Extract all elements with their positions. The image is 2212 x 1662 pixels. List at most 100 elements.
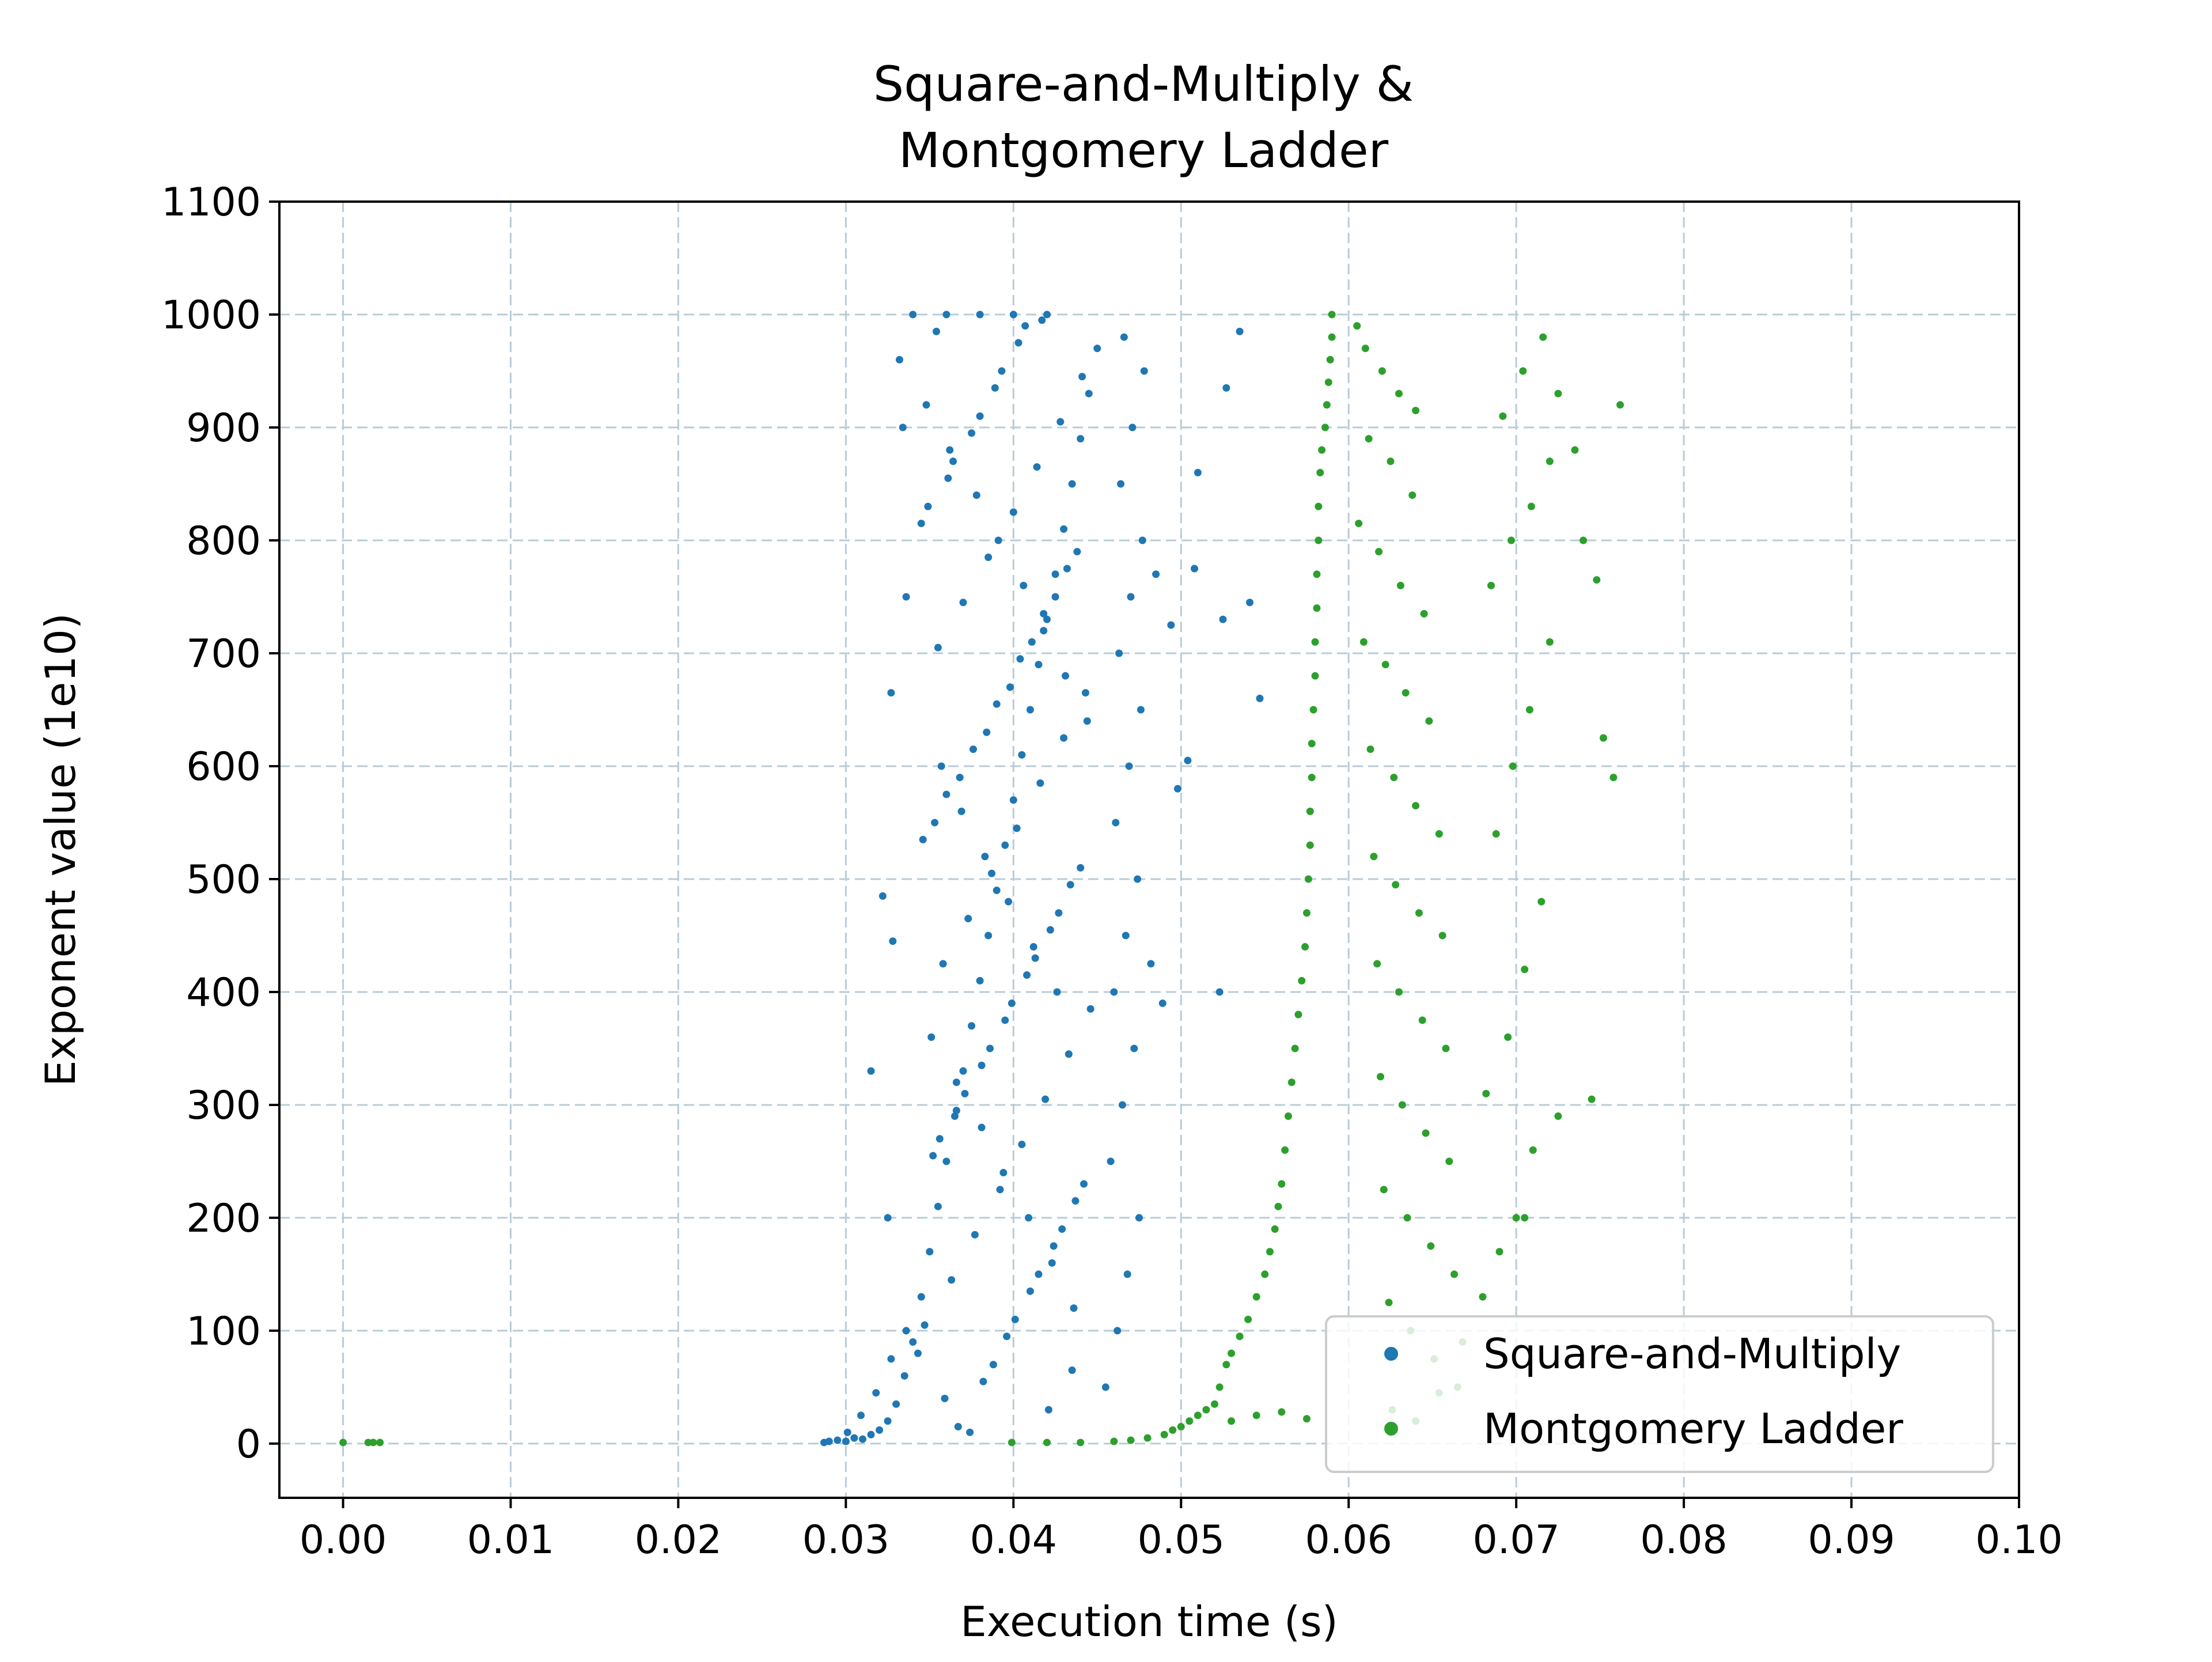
- montgomery-ladder-point: [1366, 745, 1374, 754]
- x-tick-label: 0.05: [1138, 1517, 1225, 1563]
- x-tick-label: 0.04: [970, 1517, 1057, 1563]
- square-and-multiply-point: [978, 1061, 986, 1069]
- y-tick-label: 600: [186, 744, 261, 790]
- square-and-multiply-point: [909, 311, 917, 319]
- montgomery-ladder-point: [1373, 960, 1381, 968]
- square-and-multiply-point: [1219, 615, 1227, 623]
- square-and-multiply-point: [1137, 706, 1145, 714]
- montgomery-ladder-point: [1284, 1112, 1292, 1120]
- montgomery-ladder-point: [1311, 672, 1319, 680]
- montgomery-ladder-point: [1353, 322, 1361, 330]
- square-and-multiply-point: [986, 1044, 994, 1053]
- square-and-multiply-point: [1107, 1157, 1115, 1165]
- square-and-multiply-point: [902, 1327, 910, 1335]
- y-tick-label: 200: [186, 1196, 261, 1241]
- chart-title-line-2: Montgomery Ladder: [899, 122, 1389, 179]
- y-tick-label: 1000: [161, 293, 261, 338]
- square-and-multiply-point: [1023, 971, 1031, 979]
- montgomery-ladder-point: [1492, 830, 1500, 838]
- montgomery-ladder-point: [1381, 661, 1389, 669]
- square-and-multiply-point: [933, 327, 941, 335]
- montgomery-ladder-point: [1527, 502, 1535, 510]
- montgomery-ladder-point: [1390, 774, 1398, 782]
- square-and-multiply-point: [1122, 932, 1130, 940]
- square-and-multiply-point: [1040, 627, 1048, 635]
- montgomery-ladder-point: [1365, 435, 1373, 443]
- x-tick-label: 0.10: [1975, 1517, 2062, 1563]
- square-and-multiply-point: [957, 807, 965, 815]
- square-and-multiply-point: [1071, 1197, 1080, 1205]
- x-tick-label: 0.08: [1640, 1517, 1727, 1563]
- square-and-multiply-point: [926, 1248, 934, 1256]
- square-and-multiply-point: [1077, 864, 1085, 872]
- montgomery-ladder-point: [1110, 1437, 1118, 1445]
- square-and-multiply-point: [959, 1067, 967, 1075]
- montgomery-ladder-point: [1309, 706, 1317, 714]
- square-and-multiply-point: [983, 728, 991, 736]
- montgomery-ladder-point: [1412, 802, 1420, 810]
- montgomery-ladder-point: [1355, 520, 1363, 528]
- square-and-multiply-point: [1118, 1101, 1126, 1109]
- montgomery-ladder-point: [376, 1438, 384, 1447]
- square-and-multiply-point: [1101, 1383, 1109, 1391]
- square-and-multiply-point: [1058, 1225, 1066, 1233]
- square-and-multiply-point: [934, 643, 942, 652]
- x-tick-label: 0.02: [635, 1517, 722, 1563]
- square-and-multiply-point: [1007, 1000, 1016, 1008]
- square-and-multiply-point: [937, 762, 945, 770]
- square-and-multiply-point: [952, 1107, 960, 1115]
- montgomery-ladder-point: [1359, 638, 1368, 646]
- square-and-multiply-point: [1083, 717, 1091, 725]
- square-and-multiply-point: [1043, 615, 1051, 623]
- montgomery-ladder-point: [1445, 1157, 1453, 1165]
- square-and-multiply-point: [1028, 638, 1036, 646]
- montgomery-ladder-point: [1504, 1033, 1512, 1041]
- y-tick-label: 800: [186, 518, 261, 564]
- y-tick-label: 0: [236, 1422, 261, 1467]
- square-and-multiply-point: [952, 1078, 960, 1086]
- square-and-multiply-point: [1073, 548, 1081, 556]
- y-tick-label: 900: [186, 406, 261, 451]
- montgomery-ladder-point: [1306, 841, 1314, 849]
- montgomery-ladder-point: [1077, 1438, 1085, 1447]
- data-points: [339, 311, 1624, 1447]
- square-and-multiply-point: [1117, 480, 1125, 488]
- square-and-multiply-point: [1055, 909, 1063, 917]
- square-and-multiply-point: [1128, 423, 1137, 431]
- square-and-multiply-point: [1215, 988, 1224, 996]
- square-and-multiply-point: [924, 502, 932, 510]
- square-and-multiply-point: [939, 960, 947, 968]
- montgomery-ladder-point: [1318, 446, 1326, 454]
- square-and-multiply-point: [1018, 1141, 1026, 1149]
- square-and-multiply-point: [872, 1389, 880, 1397]
- plot-frame: [278, 200, 2020, 1499]
- chart-title-line-1: Square-and-Multiply &: [873, 56, 1414, 112]
- montgomery-ladder-point: [1323, 401, 1331, 409]
- montgomery-ladder-point: [1427, 1242, 1435, 1250]
- square-and-multiply-point: [966, 1428, 974, 1436]
- square-and-multiply-point: [1086, 1005, 1094, 1013]
- montgomery-ladder-point: [1509, 762, 1517, 770]
- square-and-multiply-point: [876, 1426, 884, 1434]
- square-and-multiply-point: [917, 520, 925, 528]
- montgomery-ladder-point: [1588, 1095, 1596, 1103]
- montgomery-ladder-point: [1529, 1146, 1537, 1154]
- square-and-multiply-point: [971, 1231, 979, 1239]
- montgomery-ladder-point: [1438, 932, 1446, 940]
- y-axis-label: Exponent value (1e10): [36, 613, 85, 1086]
- square-and-multiply-point: [935, 1135, 944, 1143]
- square-and-multiply-point: [1011, 1315, 1019, 1323]
- square-and-multiply-point: [1051, 593, 1059, 601]
- square-and-multiply-point: [993, 700, 1001, 708]
- montgomery-ladder-point: [1415, 909, 1423, 917]
- y-tick-label: 300: [186, 1083, 261, 1129]
- y-tick-label: 500: [186, 857, 261, 903]
- square-and-multiply-point: [942, 1157, 950, 1165]
- square-and-multiply-point: [1009, 311, 1017, 319]
- y-tick-label: 400: [186, 970, 261, 1016]
- montgomery-ladder-point: [1546, 638, 1554, 646]
- square-and-multiply-point: [1134, 875, 1142, 883]
- montgomery-ladder-point: [1315, 502, 1323, 510]
- square-and-multiply-point: [1013, 824, 1021, 832]
- montgomery-ladder-point: [1302, 1415, 1310, 1423]
